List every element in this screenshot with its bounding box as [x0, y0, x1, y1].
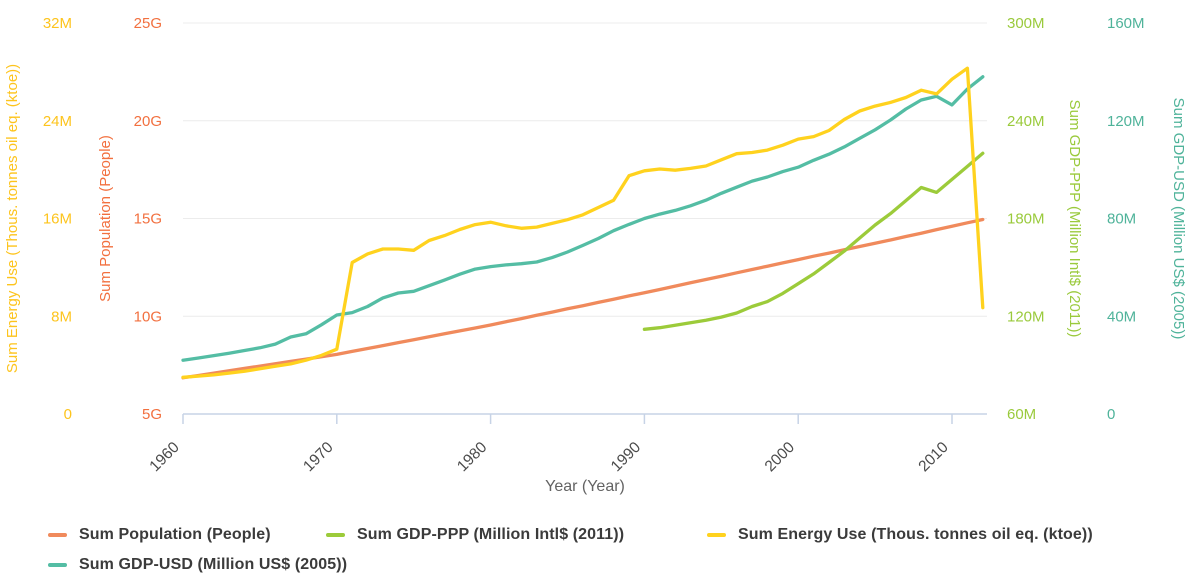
- y-tick-label-energy: 32M: [43, 15, 72, 32]
- series-line-population: [181, 217, 985, 380]
- legend-swatch-gdp_ppp: [326, 533, 345, 537]
- series-line-gdp_ppp: [642, 151, 985, 331]
- y-tick-label-energy: 0: [64, 406, 72, 423]
- y-tick-label-gdp_ppp: 300M: [1007, 15, 1045, 32]
- legend-item-gdp_usd[interactable]: Sum GDP-USD (Million US$ (2005)): [48, 556, 347, 574]
- legend-label-energy: Sum Energy Use (Thous. tonnes oil eq. (k…: [738, 526, 1093, 543]
- y-tick-label-energy: 8M: [51, 308, 72, 325]
- y-tick-label-energy: 16M: [43, 211, 72, 228]
- legend: Sum Population (People) Sum GDP-PPP (Mill…: [0, 514, 1200, 578]
- x-tick-label: 1960: [146, 439, 183, 476]
- x-tick-label: 1980: [454, 439, 491, 476]
- x-tick-label: 1990: [608, 439, 645, 476]
- x-tick-label: 1970: [300, 439, 337, 476]
- y-axis-energy-title: Sum Energy Use (Thous. tonnes oil eq. (k…: [4, 64, 21, 373]
- y-tick-label-population: 5G: [142, 406, 162, 423]
- y-tick-label-gdp_ppp: 240M: [1007, 113, 1045, 130]
- legend-swatch-gdp_usd: [48, 563, 67, 567]
- legend-label-gdp_usd: Sum GDP-USD (Million US$ (2005)): [79, 556, 348, 573]
- grid-layer: [183, 22, 987, 415]
- legend-item-energy[interactable]: Sum Energy Use (Thous. tonnes oil eq. (k…: [707, 526, 1093, 544]
- y-tick-label-gdp_usd: 160M: [1107, 15, 1145, 32]
- y-tick-label-energy: 24M: [43, 113, 72, 130]
- chart-canvas: 1960 1970 1980 1990 2000 2010 0 8M 16M 24M 32M 5G 10…: [4, 15, 1187, 495]
- y-tick-label-population: 25G: [134, 15, 162, 32]
- y-axis-population-title: Sum Population (People): [97, 135, 114, 302]
- y-tick-label-population: 15G: [134, 211, 162, 228]
- y-tick-label-population: 10G: [134, 308, 162, 325]
- y-tick-label-gdp_ppp: 120M: [1007, 308, 1045, 325]
- y-tick-label-gdp_ppp: 60M: [1007, 406, 1036, 423]
- series-line-energy: [181, 66, 985, 379]
- y-tick-label-gdp_usd: 40M: [1107, 308, 1136, 325]
- y-tick-label-gdp_ppp: 180M: [1007, 211, 1045, 228]
- legend-label-gdp_ppp: Sum GDP-PPP (Million Intl$ (2011)): [357, 526, 625, 543]
- series-layer: [181, 66, 985, 380]
- x-axis-title: Year (Year): [545, 478, 625, 495]
- x-tick-label: 2000: [762, 439, 799, 476]
- y-tick-label-gdp_usd: 120M: [1107, 113, 1145, 130]
- y-axis-gdp-usd-title: Sum GDP-USD (Million US$ (2005)): [1170, 98, 1187, 340]
- legend-label-population: Sum Population (People): [79, 526, 271, 543]
- legend-swatch-energy: [707, 533, 726, 537]
- series-line-gdp_usd: [181, 75, 985, 362]
- label-layer: Year (Year) Sum Energy Use (Thous. tonne…: [4, 64, 1187, 495]
- y-tick-label-gdp_usd: 0: [1107, 406, 1115, 423]
- y-tick-label-gdp_usd: 80M: [1107, 211, 1136, 228]
- y-axis-gdp-ppp-title: Sum GDP-PPP (Million Intl$ (2011)): [1066, 100, 1083, 338]
- legend-item-population[interactable]: Sum Population (People): [48, 526, 271, 544]
- y-tick-label-population: 20G: [134, 113, 162, 130]
- legend-swatch-population: [48, 533, 67, 537]
- x-tick-label: 2010: [915, 439, 952, 476]
- legend-item-gdp_ppp[interactable]: Sum GDP-PPP (Million Intl$ (2011)): [326, 526, 624, 544]
